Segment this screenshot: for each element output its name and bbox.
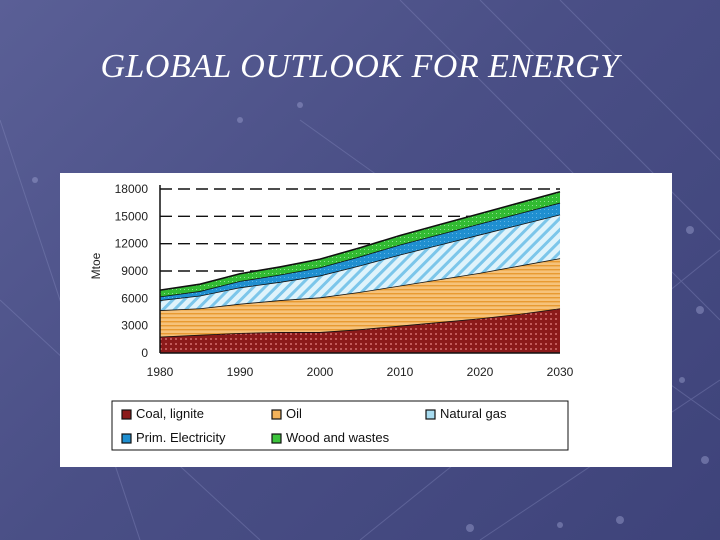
legend-swatch — [121, 409, 132, 420]
legend-box — [111, 400, 569, 451]
legend-label: Coal, lignite — [136, 406, 204, 421]
stacked-area-chart: 0 3000 6000 9000 12000 15000 18000 1980 1990 2000… — [89, 182, 574, 451]
area-natural-gas — [160, 214, 560, 311]
chart-panel: 0 3000 6000 9000 12000 15000 18000 1980 1990 2000… — [60, 173, 672, 467]
y-tick-label: 6000 — [121, 291, 148, 305]
legend-label: Oil — [286, 406, 302, 421]
y-tick-label: 15000 — [115, 209, 149, 223]
y-tick-label: 12000 — [115, 237, 149, 251]
legend-swatch — [121, 433, 132, 444]
y-tick-label: 0 — [141, 346, 148, 360]
legend: Coal, lignite Oil Natural gas Prim. Electri… — [111, 400, 569, 451]
legend-label: Wood and wastes — [286, 430, 390, 445]
axes: 0 3000 6000 9000 12000 15000 18000 1980 1990 2000… — [115, 182, 574, 379]
series-boundary-line — [159, 190, 561, 291]
x-tick-label: 2000 — [307, 365, 334, 379]
area-layer — [159, 190, 561, 353]
x-tick-label: 2020 — [467, 365, 494, 379]
x-tick-label: 1980 — [147, 365, 174, 379]
legend-swatch — [271, 433, 282, 444]
x-tick-label: 1990 — [227, 365, 254, 379]
legend-swatch — [425, 409, 436, 420]
area-coal-lignite — [160, 308, 560, 353]
y-tick-label: 9000 — [121, 264, 148, 278]
legend-label: Natural gas — [440, 406, 507, 421]
x-tick-label: 2030 — [547, 365, 574, 379]
x-tick-label: 2010 — [387, 365, 414, 379]
y-tick-label: 3000 — [121, 319, 148, 333]
legend-swatch — [271, 409, 282, 420]
y-tick-label: 18000 — [115, 182, 149, 196]
y-axis-label: Mtoe — [89, 252, 103, 279]
slide-title: GLOBAL OUTLOOK FOR ENERGY — [100, 48, 620, 85]
legend-label: Prim. Electricity — [136, 430, 226, 445]
area-oil — [160, 258, 560, 337]
